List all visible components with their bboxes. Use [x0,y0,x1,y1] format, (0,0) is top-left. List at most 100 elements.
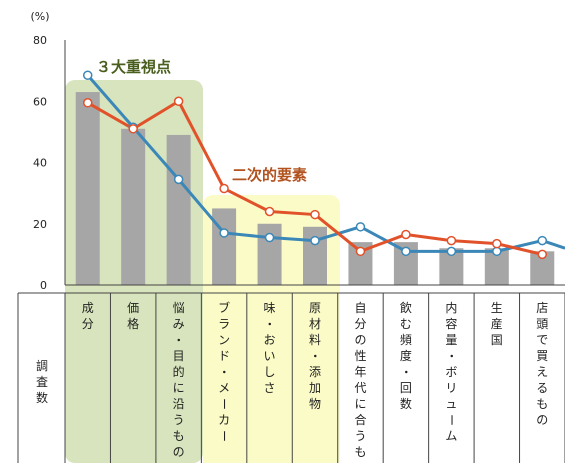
svg-text:材: 材 [309,317,321,331]
y-tick-label-3: 60 [33,95,47,108]
row-header: 調査数 [36,359,48,405]
svg-text:ー: ー [444,414,458,426]
point-series-1-0 [82,70,93,80]
svg-text:格: 格 [127,316,139,331]
point-series-1-2 [173,174,184,185]
svg-text:的: 的 [173,364,185,379]
point-series-1-9 [492,246,502,257]
svg-text:添: 添 [309,365,321,379]
point-series-2-7 [401,229,411,240]
svg-text:生: 生 [491,301,503,315]
svg-text:店: 店 [536,301,548,315]
svg-text:・: ・ [172,334,186,346]
point-series-2-9 [492,238,502,249]
svg-text:ド: ド [218,349,230,363]
svg-text:で: で [536,333,548,347]
svg-text:の: の [173,445,185,459]
svg-text:む: む [400,317,412,331]
svg-text:産: 産 [491,316,503,331]
svg-text:量: 量 [445,333,457,347]
y-tick-label-1: 20 [33,218,47,231]
svg-text:も: も [536,397,548,411]
y-axis-unit: (%) [30,10,49,23]
svg-text:ボ: ボ [445,365,457,379]
svg-text:内: 内 [445,301,457,315]
svg-text:・: ・ [308,350,322,362]
svg-text:ュ: ュ [445,397,457,411]
svg-text:に: に [354,397,366,411]
svg-text:目: 目 [173,349,185,363]
svg-text:買: 買 [536,349,548,363]
point-series-2-0 [82,98,93,108]
point-series-2-3 [219,183,229,194]
svg-text:お: お [264,333,276,347]
svg-text:飲: 飲 [400,300,412,315]
svg-text:自: 自 [354,301,366,315]
point-series-2-1 [128,124,138,134]
svg-text:ー: ー [217,430,231,442]
point-series-2-10 [537,249,548,260]
svg-text:の: の [354,333,366,347]
y-tick-label-0: 0 [40,279,47,292]
svg-text:ブ: ブ [218,300,230,315]
svg-text:・: ・ [217,366,231,378]
svg-text:メ: メ [218,381,230,395]
svg-text:価: 価 [127,301,139,315]
svg-text:加: 加 [309,381,321,395]
y-tick-label-4: 80 [33,34,47,47]
svg-text:合: 合 [354,412,366,427]
svg-text:頻: 頻 [400,333,412,347]
svg-text:も: も [173,429,185,443]
category-label-1: 価格 [127,301,139,331]
svg-text:ム: ム [445,429,457,443]
svg-text:度: 度 [400,348,412,363]
point-series-2-6 [355,246,366,257]
point-series-2-5 [310,209,320,220]
category-label-0: 成分 [82,301,94,331]
bar-2 [166,134,191,285]
category-label-6: 自分の性年代に合うもの [354,301,366,463]
svg-text:カ: カ [218,413,230,427]
svg-text:の: の [354,461,366,463]
svg-text:成: 成 [82,301,94,315]
point-series-1-8 [446,246,457,257]
svg-text:数: 数 [400,396,412,411]
svg-text:物: 物 [309,397,321,411]
point-series-1-5 [310,235,320,246]
svg-text:う: う [354,429,366,443]
category-label-5: 原材料・添加物 [308,301,322,411]
svg-text:リ: リ [445,381,457,395]
bar-3 [212,208,237,285]
annotation-primary: ３大重視点 [96,58,171,76]
svg-text:ン: ン [218,333,230,347]
svg-text:国: 国 [491,333,503,347]
bar-1 [121,128,146,285]
svg-text:・: ・ [399,366,413,378]
svg-text:味: 味 [264,301,276,315]
svg-text:え: え [536,365,548,379]
y-tick-label-2: 40 [33,157,47,170]
svg-text:分: 分 [354,317,366,331]
bar-0 [75,92,100,285]
point-series-1-4 [264,232,275,243]
annotation-secondary: 二次的要素 [232,166,307,184]
point-series-1-10 [537,235,548,246]
svg-text:性: 性 [354,349,366,363]
svg-text:年: 年 [354,365,366,379]
svg-text:ラ: ラ [218,317,230,331]
svg-text:原: 原 [309,301,321,315]
svg-text:容: 容 [445,316,457,331]
svg-text:ー: ー [217,398,231,410]
svg-text:い: い [264,349,276,363]
point-series-2-2 [173,96,184,106]
bar-5 [303,226,327,285]
svg-text:分: 分 [82,317,94,331]
point-series-1-3 [219,228,229,238]
highlight-secondary-lower [203,292,340,463]
svg-text:・: ・ [263,318,277,330]
